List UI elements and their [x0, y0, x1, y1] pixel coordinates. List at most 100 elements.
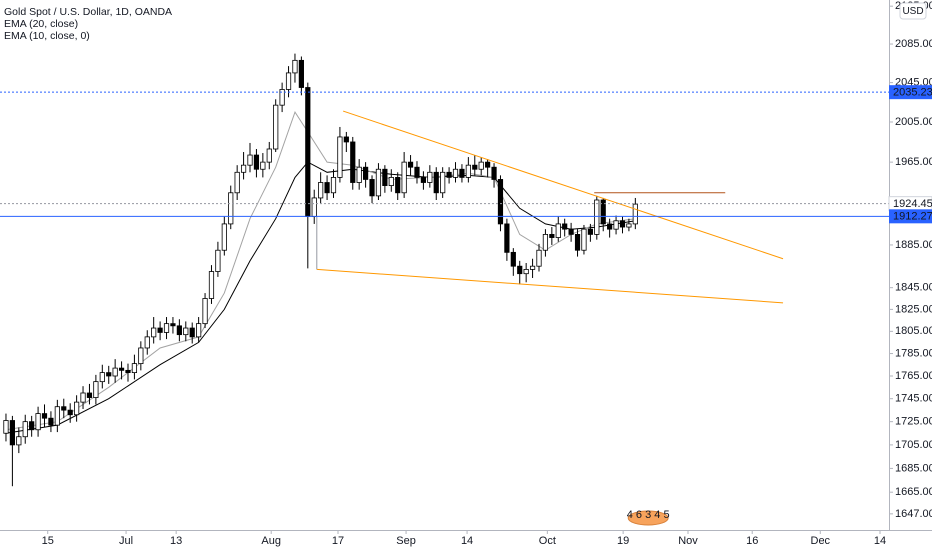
axes: 2125.0002085.0002045.0002005.0001965.000… [42, 0, 932, 547]
candle-body [433, 171, 439, 194]
candle-body [35, 413, 41, 431]
candle-body [343, 136, 349, 143]
candle-body [536, 249, 542, 267]
y-tick-label: 2005.000 [895, 116, 932, 128]
candle-body [170, 323, 176, 327]
x-tick-label: Sep [396, 535, 416, 547]
candle-body [549, 234, 555, 238]
candle-body [106, 372, 112, 377]
candle-body [29, 421, 35, 431]
candle-body [54, 406, 60, 426]
candle-body [485, 161, 491, 168]
candle-body [221, 223, 227, 251]
candle-body [324, 182, 330, 194]
candle-body [517, 265, 523, 275]
legend-entry: EMA (10, close, 0) [4, 30, 90, 42]
y-tick-label: 1685.000 [895, 462, 932, 474]
currency-label[interactable]: USD [902, 6, 923, 17]
y-tick-label: 1885.000 [895, 239, 932, 251]
y-tick-label: 1765.000 [895, 370, 932, 382]
candle-body [266, 148, 272, 163]
x-tick-label: Dec [811, 535, 831, 547]
candle-body [292, 59, 298, 74]
candle-body [363, 166, 369, 180]
candle-body [401, 161, 407, 194]
candle-body [202, 298, 208, 325]
candle-body [587, 228, 593, 235]
x-tick-label: Nov [678, 535, 698, 547]
y-tick-label: 1725.000 [895, 416, 932, 428]
candle-body [446, 171, 452, 178]
candle-body [337, 136, 343, 178]
ema-line [5, 110, 636, 431]
candle-body [440, 171, 446, 194]
candle-body [99, 372, 105, 383]
candle-body [581, 228, 587, 251]
y-tick-label: 2085.000 [895, 38, 932, 50]
x-tick-label: 17 [332, 535, 344, 547]
candle-body [74, 401, 80, 416]
candle-body [48, 417, 54, 426]
candle-body [93, 381, 99, 398]
y-tick-label: 1845.000 [895, 282, 932, 294]
price-label-box [889, 85, 932, 100]
candle-body [163, 323, 170, 333]
x-tick-label: Aug [261, 535, 281, 547]
candle-body [138, 347, 144, 365]
candle-body [260, 161, 266, 170]
candle-body [613, 220, 619, 230]
legend-title: Gold Spot / U.S. Dollar, 1D, OANDA [4, 6, 172, 18]
candle-body [215, 249, 221, 272]
price-label-box [889, 209, 932, 224]
candle-body [497, 179, 504, 225]
x-tick-label: 16 [746, 535, 758, 547]
candle-body [420, 177, 427, 183]
candle-body [86, 392, 93, 398]
y-tick-label: 1825.000 [895, 303, 932, 315]
candle-body [523, 269, 529, 275]
y-tick-label: 1785.000 [895, 347, 932, 359]
candle-body [16, 436, 22, 446]
candle-body [594, 199, 600, 235]
candle-body [157, 327, 163, 333]
candle-body [80, 392, 86, 403]
candle-body [112, 367, 118, 377]
candle-body [196, 323, 202, 338]
plot [0, 53, 889, 487]
candle-body [273, 104, 279, 150]
ema-line [5, 161, 636, 434]
candle-body [407, 161, 414, 168]
candle-body [9, 420, 15, 446]
candle-body [330, 177, 337, 194]
candle-body [22, 421, 28, 438]
candle-body [131, 363, 138, 374]
candle-body [125, 369, 131, 374]
candle-body [619, 220, 626, 228]
candle-body [183, 327, 189, 336]
x-tick-label: Jul [119, 535, 133, 547]
candle-body [41, 413, 48, 419]
currency-button[interactable] [899, 2, 927, 20]
candle-body [388, 177, 394, 186]
candle-body [311, 197, 317, 218]
candle-body [395, 177, 401, 194]
candle-body [504, 223, 510, 253]
candle-body [369, 179, 375, 197]
candle-body [234, 171, 240, 194]
y-tick-label: 1705.000 [895, 439, 932, 451]
events-badge [627, 510, 669, 526]
candle-body [253, 154, 260, 170]
candle-body [427, 171, 433, 183]
y-tick-label: 1965.000 [895, 156, 932, 168]
candle-body [568, 228, 574, 235]
y-tick-label: 1665.000 [895, 486, 932, 498]
candle-body [452, 168, 459, 178]
price-label: 1912.277 [893, 211, 932, 223]
candle-body [491, 166, 497, 180]
candle-body [356, 166, 362, 183]
x-tick-label: 19 [617, 535, 629, 547]
candle-body [228, 192, 234, 225]
candle-body [382, 168, 388, 186]
price-label: 1924.456 [893, 198, 932, 210]
